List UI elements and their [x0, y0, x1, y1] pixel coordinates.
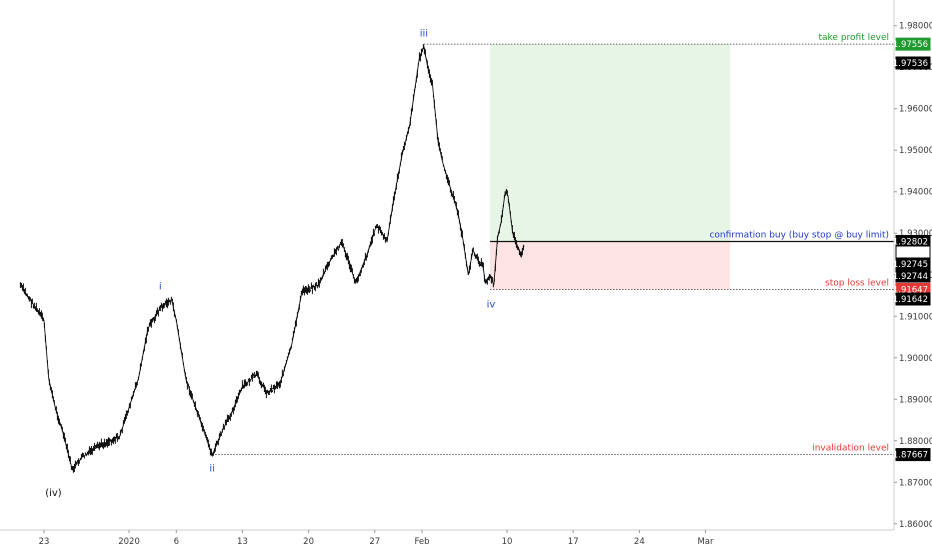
price-tag[interactable]: 1.92745	[893, 257, 931, 271]
time-tick-label: 13	[237, 537, 248, 547]
price-tag-text: 1.92744	[893, 272, 928, 282]
time-tick-label: 6	[174, 537, 179, 547]
take-profit-price-tag-bg	[895, 37, 931, 51]
price-tick-label: 1.95000	[899, 146, 932, 156]
price-bars	[19, 44, 524, 473]
wave-label: iv	[487, 299, 496, 310]
loss-zone	[490, 241, 731, 290]
price-tick-label: 1.88000	[899, 437, 932, 447]
take-profit-price-tag-text: 1.97556	[893, 40, 928, 50]
time-tick-label: 17	[568, 537, 579, 547]
time-tick-label: 27	[369, 537, 380, 547]
price-tag[interactable]: 1.97536	[893, 56, 931, 70]
time-tick-label: 24	[634, 537, 645, 547]
price-tick-label: 1.94000	[899, 188, 932, 198]
time-tick-label: 20	[303, 537, 314, 547]
price-tick-label: 1.90000	[899, 354, 932, 364]
price-tag-bg	[895, 269, 931, 283]
invalidation-label: invalidation level	[812, 444, 889, 454]
price-tag-text: 18:47	[904, 248, 929, 258]
wave-label: (iv)	[45, 488, 62, 499]
invalidation-price-tag-bg	[895, 448, 931, 462]
price-tag[interactable]: 18:47	[895, 245, 931, 259]
price-tag-text: 1.91642	[893, 295, 928, 305]
price-tag-bg	[895, 56, 931, 70]
wave-label: iii	[420, 28, 428, 39]
price-tick-label: 1.96000	[899, 105, 932, 115]
wave-label: i	[159, 282, 162, 293]
take-profit-label: take profit level	[818, 33, 889, 43]
price-tag-text: 1.92745	[893, 260, 928, 270]
price-tick-label: 1.98000	[899, 22, 932, 32]
price-tick-label: 1.89000	[899, 395, 932, 405]
price-tick-label: 1.87000	[899, 478, 932, 488]
price-tag-text: 1.97536	[893, 59, 928, 69]
wave-label: ii	[209, 463, 215, 474]
time-tick-label: 10	[502, 537, 513, 547]
price-line	[20, 44, 525, 471]
stop-loss-label: stop loss level	[825, 278, 889, 288]
profit-zone	[490, 44, 731, 242]
price-tick-label: 1.93000	[899, 229, 932, 239]
take-profit-price-tag[interactable]: 1.97556	[893, 37, 931, 51]
confirmation-buy-price-tag-text: 1.92802	[893, 237, 928, 247]
time-tick-label: Feb	[414, 537, 429, 547]
invalidation-price-tag[interactable]: 1.87667	[893, 448, 931, 462]
invalidation-price-tag-text: 1.87667	[893, 451, 928, 461]
price-tick-label: 1.86000	[899, 520, 932, 530]
price-tag-bg	[895, 292, 931, 306]
time-tick-label: Mar	[697, 537, 714, 547]
price-tick-label: 1.91000	[899, 312, 932, 322]
stop-loss-price-tag-text: 1.91647	[893, 285, 928, 295]
confirmation-buy-label: confirmation buy (buy stop @ buy limit)	[709, 230, 889, 240]
price-tag[interactable]: 1.92744	[893, 269, 931, 283]
price-tag[interactable]: 1.91642	[893, 292, 931, 306]
time-tick-label: 23	[39, 537, 50, 547]
time-tick-label: 2020	[118, 537, 140, 547]
